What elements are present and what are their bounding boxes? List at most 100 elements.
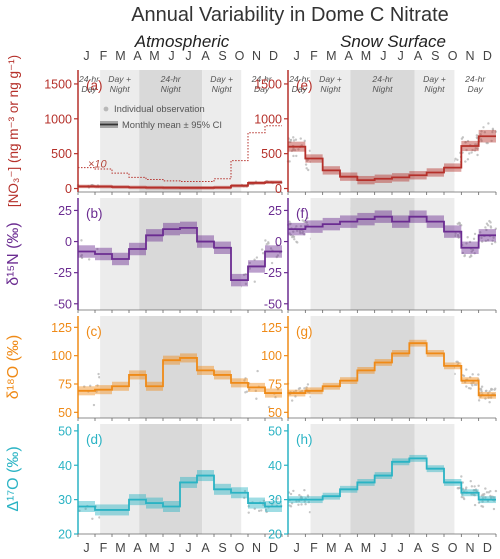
- period-label-a-0-a: 24-hr: [78, 74, 100, 84]
- month-label-top-atm-2: M: [115, 49, 125, 63]
- column-title-atmospheric: Atmospheric: [134, 32, 230, 51]
- month-label-top-snow-4: M: [361, 49, 371, 63]
- observation-point: [461, 136, 465, 139]
- period-label-a-4-b: Day: [254, 84, 270, 94]
- panel-label-c: (c): [86, 324, 102, 339]
- observation-point: [98, 516, 101, 519]
- observation-point: [466, 139, 470, 143]
- observation-point: [472, 381, 475, 384]
- observation-point: [262, 499, 266, 502]
- observation-point: [92, 403, 96, 407]
- observation-point: [484, 487, 487, 490]
- observation-point: [480, 390, 483, 393]
- observation-point: [260, 509, 263, 512]
- period-label-e-1-b: Night: [320, 84, 341, 94]
- period-label-a-1-a: Day +: [108, 74, 131, 84]
- observation-point: [80, 253, 84, 257]
- observation-point: [289, 505, 293, 508]
- month-label-top-snow-6: J: [398, 49, 404, 63]
- y-axis-label-2: δ¹⁸O (‰): [5, 335, 22, 400]
- y-tick-label-d-1: 30: [58, 493, 72, 507]
- observation-point: [484, 389, 488, 393]
- observation-point: [87, 258, 91, 261]
- observation-point: [479, 138, 483, 141]
- observation-point: [456, 158, 459, 162]
- observation-point: [456, 222, 459, 225]
- observation-point: [476, 153, 479, 157]
- monthly-mean-line-a: [78, 181, 282, 189]
- observation-point: [473, 149, 477, 152]
- observation-point: [490, 242, 494, 246]
- month-label-top-atm-11: D: [269, 49, 278, 63]
- observation-point: [270, 503, 274, 506]
- month-label-bottom-snow-5: J: [380, 541, 386, 555]
- observation-point: [290, 502, 294, 505]
- season-shade-d-2: [202, 424, 242, 534]
- observation-point: [477, 399, 481, 402]
- observation-point: [468, 255, 472, 259]
- observation-point: [299, 224, 303, 228]
- observation-point: [480, 494, 484, 497]
- observation-point: [465, 148, 468, 152]
- month-label-bottom-atm-11: D: [269, 541, 278, 555]
- y-tick-label-b-1: -25: [54, 266, 72, 280]
- observation-point: [247, 511, 250, 514]
- month-label-bottom-atm-6: J: [185, 541, 191, 555]
- observation-point: [474, 488, 478, 491]
- period-label-a-4-a: 24-hr: [251, 74, 273, 84]
- observation-point: [292, 489, 295, 493]
- observation-point: [289, 222, 292, 226]
- monthly-mean-line-f: [288, 215, 496, 249]
- month-label-bottom-snow-3: A: [344, 541, 353, 555]
- observation-point: [288, 140, 291, 144]
- observation-point: [89, 384, 92, 388]
- observation-point: [308, 149, 312, 152]
- observation-point: [80, 239, 83, 242]
- observation-point: [470, 151, 473, 154]
- observation-point: [487, 122, 490, 125]
- observation-point: [474, 143, 477, 146]
- observation-point: [295, 225, 298, 228]
- observation-point: [479, 387, 483, 391]
- observation-point: [485, 228, 488, 232]
- observation-point: [470, 485, 474, 488]
- observation-point: [291, 235, 294, 239]
- observation-point: [473, 485, 476, 488]
- observation-point: [270, 261, 274, 265]
- y-tick-label-a-0: 0: [65, 182, 72, 196]
- observation-point: [461, 493, 464, 496]
- observation-point: [288, 220, 291, 223]
- month-label-top-snow-10: N: [465, 49, 474, 63]
- month-label-bottom-snow-2: M: [326, 541, 336, 555]
- season-shade-h-1: [350, 424, 415, 534]
- y-tick-label-e-2: 1000: [254, 112, 282, 126]
- panel-label-f: (f): [296, 206, 309, 221]
- y-tick-label-h-1: 30: [268, 493, 282, 507]
- observation-point: [290, 149, 294, 153]
- season-shade-g-1: [350, 316, 415, 418]
- observation-point: [303, 488, 306, 492]
- month-label-bottom-snow-6: J: [398, 541, 404, 555]
- observation-point: [290, 399, 294, 402]
- observation-point: [297, 503, 300, 506]
- y-tick-label-g-0: 50: [268, 406, 282, 420]
- observation-point: [486, 239, 490, 242]
- observation-point: [262, 503, 265, 506]
- observation-point: [456, 360, 459, 364]
- monthly-mean-line-b: [78, 226, 282, 282]
- observation-point: [274, 396, 277, 399]
- observation-point: [269, 247, 273, 250]
- observation-point: [301, 231, 304, 235]
- season-shade-b-2: [202, 198, 242, 310]
- observation-point: [248, 267, 251, 270]
- period-label-e-2-b: Night: [372, 84, 393, 94]
- observation-point: [467, 386, 471, 390]
- legend-band-label: Monthly mean ± 95% CI: [122, 119, 222, 130]
- observation-point: [292, 139, 296, 142]
- observation-point: [303, 500, 306, 503]
- y-tick-label-g-1: 75: [268, 378, 282, 392]
- observation-point: [477, 501, 481, 504]
- observation-point: [308, 391, 311, 394]
- observation-point: [473, 252, 476, 255]
- monthly-mean-line-e: [288, 135, 496, 182]
